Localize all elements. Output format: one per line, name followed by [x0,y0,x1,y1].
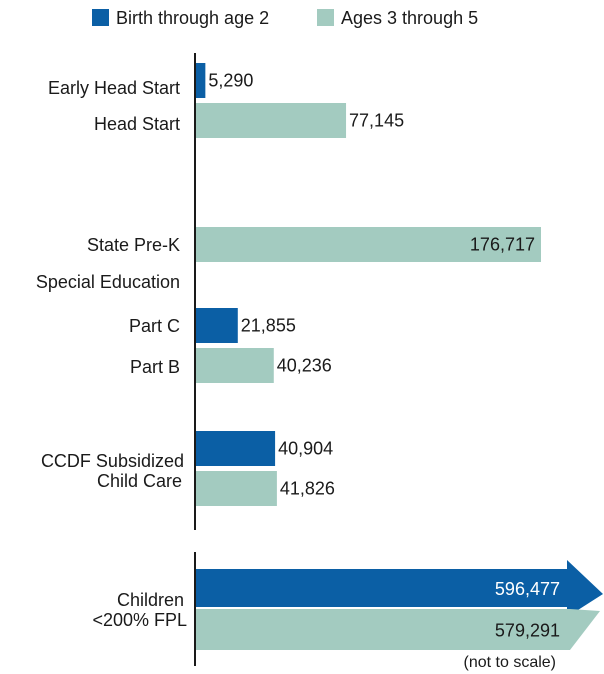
value-label-part-c-birth-through-age-2: 21,855 [241,316,296,336]
legend-label-ages-3-through-5: Ages 3 through 5 [341,8,478,28]
legend-swatch-birth-through-age-2 [92,9,109,26]
legend: Birth through age 2 Ages 3 through 5 [92,8,478,28]
value-label-ccdf-subsidized-child-care-birth-through-age-2: 40,904 [278,439,333,459]
category-label-ccdf-subsidized-child-care: CCDF Subsidized Child Care [41,451,184,491]
reference-section: 596,477 579,291 Children <200% FPL (not to s… [92,560,603,671]
value-label-state-pre-k-ages-3-through-5: 176,717 [470,235,535,255]
bar-state-pre-k-ages-3-through-5 [195,227,541,262]
bar-early-head-start-birth-through-age-2 [195,63,206,98]
category-label-part-b: Part B [130,357,180,377]
bar-part-c-birth-through-age-2 [195,308,238,343]
reference-arrow-birth-through-age-2 [195,560,603,617]
not-to-scale-note: (not to scale) [464,654,556,671]
bar-part-b-ages-3-through-5 [195,348,274,383]
bar-ccdf-subsidized-child-care-birth-through-age-2 [195,431,276,466]
category-label-children-200-fpl: Children <200% FPL [92,590,187,630]
reference-value-ages-3-through-5: 579,291 [495,621,560,641]
legend-label-birth-through-age-2: Birth through age 2 [116,8,269,28]
reference-value-birth-through-age-2: 596,477 [495,579,560,599]
value-label-ccdf-subsidized-child-care-ages-3-through-5: 41,826 [280,479,335,499]
category-label-early-head-start: Early Head Start [48,78,180,98]
legend-swatch-ages-3-through-5 [317,9,334,26]
value-label-early-head-start-birth-through-age-2: 5,290 [208,71,253,91]
value-label-head-start-ages-3-through-5: 77,145 [349,111,404,131]
bar-ccdf-subsidized-child-care-ages-3-through-5 [195,471,277,506]
bar-head-start-ages-3-through-5 [195,103,347,138]
category-labels: Early Head Start Head Start State Pre-K Spe… [36,78,184,491]
reference-arrow-ages-3-through-5 [195,609,600,650]
category-label-head-start: Head Start [94,114,180,134]
bars: 5,290 77,145 176,717 21,855 40,236 40,904 41,8… [195,63,541,506]
category-label-special-education: Special Education [36,272,180,292]
category-label-state-pre-k: State Pre-K [87,235,180,255]
category-label-part-c: Part C [129,316,180,336]
value-label-part-b-ages-3-through-5: 40,236 [277,356,332,376]
